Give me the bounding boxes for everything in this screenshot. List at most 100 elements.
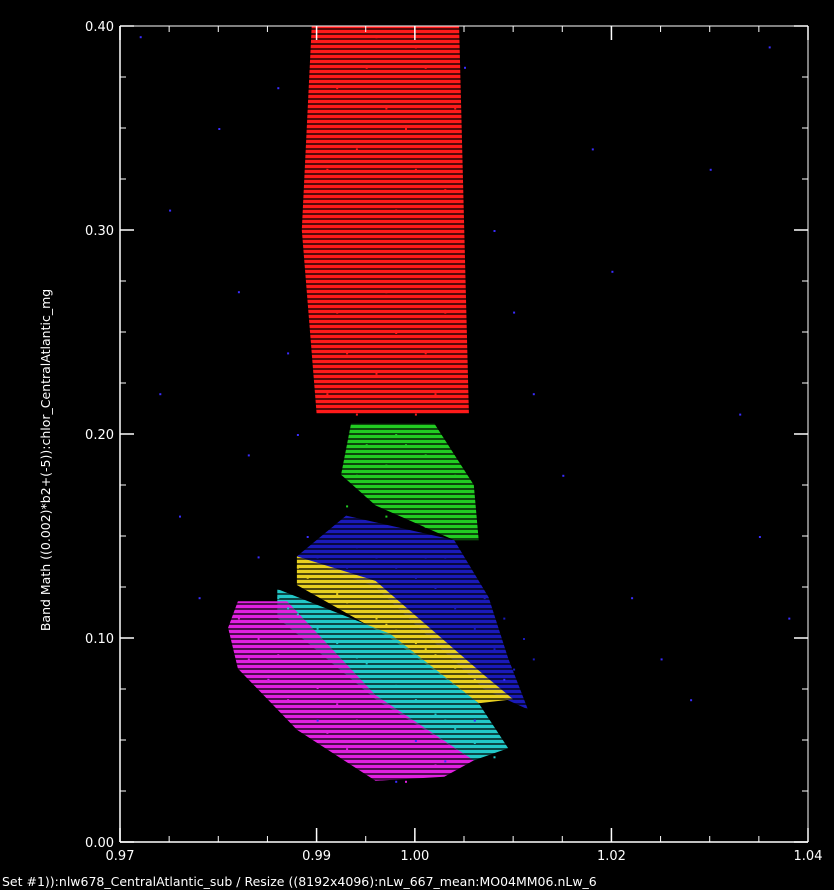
data-point (513, 668, 516, 671)
scatter-points (139, 36, 791, 783)
ticks: 0.00 0.10 0.20 0.30 0.40 0.97 0.99 1.00 1.02 1.04 (85, 20, 822, 864)
data-point (414, 168, 417, 171)
data-point (424, 648, 427, 651)
data-point (434, 654, 437, 657)
data-point (277, 654, 280, 657)
data-point (562, 474, 565, 477)
data-point (336, 311, 339, 314)
data-point (493, 648, 496, 651)
data-point (788, 617, 791, 620)
data-point (434, 587, 437, 589)
data-point (355, 413, 358, 416)
data-point (385, 107, 388, 110)
data-point (316, 687, 319, 689)
data-point (326, 731, 329, 734)
data-point (395, 434, 398, 436)
data-point (414, 576, 417, 579)
data-point (159, 393, 162, 396)
density-band (296, 556, 514, 704)
data-point (355, 148, 358, 151)
data-point (434, 713, 437, 716)
series-points (316, 525, 535, 671)
data-point (739, 413, 742, 416)
y-tick-label: 0.10 (85, 632, 114, 647)
data-point (444, 485, 447, 487)
data-point (405, 485, 407, 487)
data-point (375, 735, 378, 738)
data-point (346, 601, 349, 604)
data-point (758, 536, 761, 538)
data-point (424, 525, 427, 528)
y-tick-label: 0.00 (85, 836, 114, 851)
data-point (365, 662, 368, 665)
data-point (139, 36, 142, 39)
data-point (473, 742, 476, 744)
data-point (385, 623, 388, 626)
data-point (414, 642, 417, 645)
data-point (306, 536, 309, 538)
data-point (444, 525, 447, 528)
data-point (375, 670, 378, 673)
data-point (473, 719, 476, 722)
data-point (375, 36, 378, 39)
data-point (296, 613, 299, 616)
data-point (375, 617, 378, 620)
data-point (365, 525, 368, 528)
data-point (355, 474, 358, 477)
data-point (395, 780, 398, 783)
data-point (631, 597, 634, 600)
data-point (454, 230, 457, 232)
data-point (336, 703, 339, 706)
data-point (267, 678, 270, 681)
data-point (513, 311, 516, 314)
data-point (346, 748, 349, 751)
data-point (326, 393, 329, 396)
data-point (237, 291, 240, 294)
data-point (365, 66, 368, 69)
data-point (365, 495, 368, 498)
data-point (218, 128, 221, 130)
x-tick-label: 0.97 (106, 849, 135, 864)
data-point (346, 505, 349, 508)
data-point (464, 515, 466, 518)
data-point (375, 556, 378, 559)
data-point (287, 699, 290, 702)
data-point (237, 617, 240, 620)
data-point (532, 393, 535, 396)
data-point (306, 576, 309, 579)
data-point (355, 605, 358, 608)
density-band (301, 26, 469, 414)
data-point (395, 629, 398, 632)
data-point (444, 719, 447, 722)
x-tick-label: 1.04 (794, 849, 823, 864)
data-point (365, 760, 368, 763)
data-point (444, 311, 447, 314)
density-band (296, 515, 528, 710)
data-point (169, 209, 172, 212)
data-point (473, 678, 476, 681)
data-point (473, 627, 476, 630)
data-point (316, 627, 319, 630)
data-point (414, 760, 417, 763)
data-point (336, 87, 339, 90)
data-point (346, 352, 349, 355)
data-point (385, 464, 388, 467)
data-point (493, 230, 496, 232)
data-point (336, 642, 339, 645)
data-point (464, 505, 466, 508)
data-point (483, 750, 486, 753)
data-point (198, 597, 201, 600)
density-band (228, 601, 474, 781)
series-points (237, 617, 437, 783)
data-point (768, 46, 771, 49)
data-point (493, 691, 496, 693)
data-point (405, 691, 407, 693)
data-point (434, 393, 437, 396)
data-point (296, 434, 299, 436)
data-point (434, 495, 437, 498)
x-tick-label: 0.99 (302, 849, 331, 864)
data-point (414, 699, 417, 702)
y-tick-label: 0.30 (85, 224, 114, 239)
y-axis-label: Band Math ((0.002)*b2+(-5)):chlor_Centra… (38, 289, 53, 631)
data-point (454, 666, 457, 669)
